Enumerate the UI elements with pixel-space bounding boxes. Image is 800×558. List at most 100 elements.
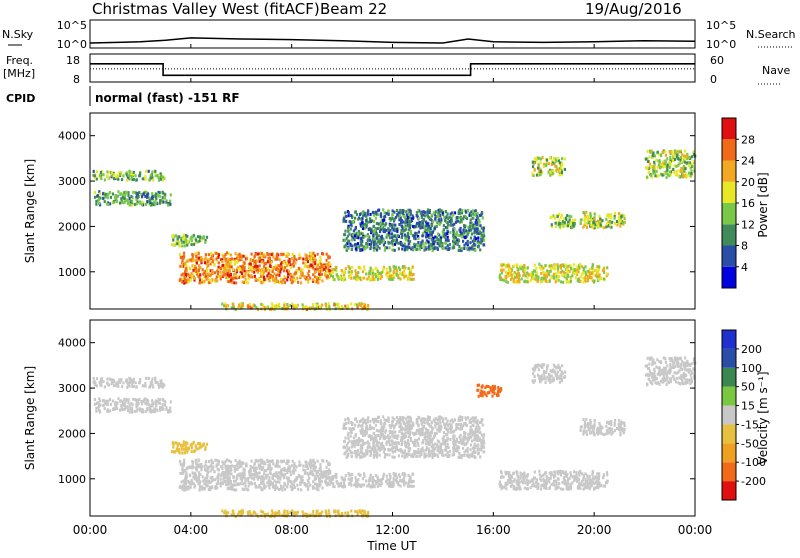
nave-tick-bottom: 0: [710, 73, 717, 86]
velocity-cell: [319, 512, 321, 515]
power-cell: [422, 240, 424, 243]
power-cell: [215, 252, 217, 255]
power-cell: [423, 218, 425, 221]
power-cell: [254, 260, 256, 263]
velocity-cell: [181, 452, 183, 455]
power-cell: [121, 178, 123, 181]
power-cell: [294, 279, 296, 282]
power-cell: [195, 239, 197, 242]
power-cell: [414, 225, 416, 228]
power-cell: [550, 276, 552, 279]
velocity-cell: [198, 464, 200, 467]
power-cell: [565, 217, 567, 220]
velocity-cell: [342, 486, 344, 489]
velocity-cell: [195, 477, 197, 480]
velocity-cell: [266, 481, 268, 484]
velocity-cell: [326, 460, 328, 463]
power-cell: [689, 156, 691, 159]
velocity-cell: [220, 474, 222, 477]
power-cell: [669, 150, 671, 153]
velocity-cell: [225, 483, 227, 486]
date-label: 19/Aug/2016: [585, 0, 682, 18]
velocity-cell: [282, 460, 284, 463]
power-cell: [106, 171, 108, 174]
power-cell: [396, 213, 398, 216]
power-cell: [129, 204, 131, 207]
velocity-cell: [242, 488, 244, 491]
power-cell: [314, 262, 316, 265]
power-cell: [145, 170, 147, 173]
power-cell: [185, 267, 187, 270]
velocity-cell: [94, 398, 96, 401]
power-cell: [175, 234, 177, 237]
velocity-cell: [144, 402, 146, 405]
power-cell: [316, 280, 318, 283]
power-cell: [312, 278, 314, 281]
power-cell: [535, 274, 537, 277]
power-cell: [350, 223, 352, 226]
power-cell: [470, 214, 472, 217]
velocity-cell: [283, 476, 285, 479]
velocity-cell: [447, 443, 449, 446]
power-cell: [305, 258, 307, 261]
power-cell: [130, 200, 132, 203]
power-cell: [155, 201, 157, 204]
power-cell: [576, 269, 578, 272]
power-cell: [361, 277, 363, 280]
power-cell: [364, 235, 366, 238]
power-cell: [543, 277, 545, 280]
power-cell: [647, 166, 649, 169]
power-colorbar-segment: [722, 203, 736, 224]
power-cell: [597, 272, 599, 275]
velocity-cell: [294, 511, 296, 514]
power-cell: [343, 276, 345, 279]
power-cell: [422, 214, 424, 217]
power-cell: [458, 212, 460, 215]
power-cell: [564, 221, 566, 224]
velocity-cell: [244, 469, 246, 472]
power-cell: [116, 195, 118, 198]
velocity-cell: [308, 477, 310, 480]
power-colorbar-segment: [722, 161, 736, 182]
power-cell: [584, 276, 586, 279]
power-cell: [194, 277, 196, 280]
power-cell: [320, 263, 322, 266]
velocity-cell: [216, 483, 218, 486]
power-ylabel: Slant Range [km]: [23, 159, 37, 263]
power-cell: [199, 236, 201, 239]
velocity-cell: [149, 406, 151, 409]
power-cell: [653, 165, 655, 168]
velocity-cell: [321, 472, 323, 475]
power-cell: [321, 273, 323, 276]
power-cell: [279, 271, 281, 274]
velocity-cell: [297, 488, 299, 491]
power-cell: [260, 303, 262, 306]
power-cell: [199, 273, 201, 276]
power-cell: [369, 213, 371, 216]
power-cell: [458, 234, 460, 237]
power-cell: [356, 278, 358, 281]
power-cell: [438, 222, 440, 225]
power-cell: [532, 276, 534, 279]
power-cell: [104, 200, 106, 203]
power-cell: [321, 304, 323, 307]
power-cell: [523, 265, 525, 268]
velocity-cell: [254, 475, 256, 478]
power-cell: [186, 244, 188, 247]
power-cell: [408, 220, 410, 223]
velocity-cell: [443, 431, 445, 434]
power-cell: [396, 269, 398, 272]
velocity-cell: [412, 473, 414, 476]
power-cell: [244, 272, 246, 275]
power-cell: [620, 220, 622, 223]
power-cell: [216, 270, 218, 273]
power-cell: [187, 278, 189, 281]
nsky-tick-bottom: 10^0: [57, 38, 87, 51]
velocity-cell: [251, 477, 253, 480]
velocity-cell: [305, 460, 307, 463]
power-cell: [369, 270, 371, 273]
power-cell: [380, 212, 382, 215]
velocity-cell: [195, 459, 197, 462]
power-cell: [98, 198, 100, 201]
power-cell: [191, 253, 193, 256]
